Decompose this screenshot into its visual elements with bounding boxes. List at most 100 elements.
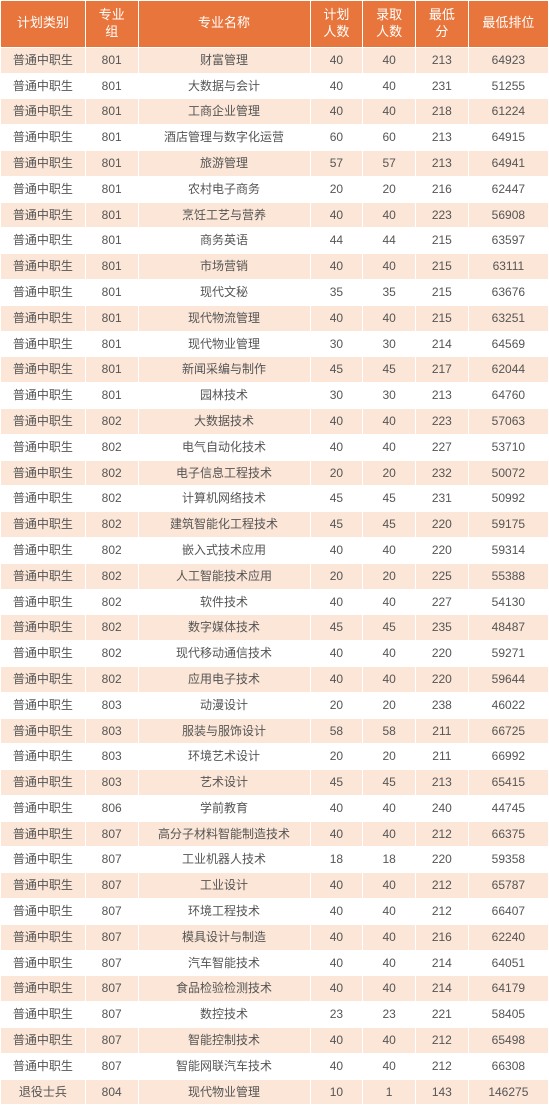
cell-admit: 20 (363, 460, 416, 486)
cell-admit: 40 (363, 795, 416, 821)
cell-category: 普通中职生 (1, 460, 86, 486)
cell-group: 802 (85, 460, 138, 486)
cell-name: 环境工程技术 (138, 899, 310, 925)
cell-name: 烹饪工艺与营养 (138, 202, 310, 228)
cell-rank: 55388 (468, 563, 548, 589)
cell-plan: 20 (310, 460, 363, 486)
cell-name: 财富管理 (138, 47, 310, 73)
cell-min: 220 (415, 847, 468, 873)
cell-min: 223 (415, 408, 468, 434)
cell-category: 普通中职生 (1, 176, 86, 202)
cell-group: 802 (85, 512, 138, 538)
cell-group: 801 (85, 254, 138, 280)
cell-group: 802 (85, 589, 138, 615)
cell-min: 223 (415, 202, 468, 228)
cell-admit: 20 (363, 563, 416, 589)
cell-plan: 45 (310, 770, 363, 796)
cell-category: 普通中职生 (1, 254, 86, 280)
cell-min: 213 (415, 47, 468, 73)
cell-admit: 40 (363, 950, 416, 976)
cell-plan: 30 (310, 383, 363, 409)
cell-group: 801 (85, 150, 138, 176)
table-row: 普通中职生801商务英语444421563597 (1, 228, 549, 254)
cell-plan: 40 (310, 950, 363, 976)
cell-category: 普通中职生 (1, 718, 86, 744)
cell-admit: 58 (363, 718, 416, 744)
cell-name: 嵌入式技术应用 (138, 537, 310, 563)
cell-name: 现代物业管理 (138, 331, 310, 357)
cell-group: 802 (85, 641, 138, 667)
col-header-min: 最低分 (415, 1, 468, 48)
cell-group: 802 (85, 666, 138, 692)
cell-plan: 30 (310, 331, 363, 357)
cell-name: 服装与服饰设计 (138, 718, 310, 744)
cell-name: 应用电子技术 (138, 666, 310, 692)
cell-category: 普通中职生 (1, 1053, 86, 1079)
cell-group: 803 (85, 770, 138, 796)
cell-rank: 59271 (468, 641, 548, 667)
cell-plan: 57 (310, 150, 363, 176)
table-row: 普通中职生801现代文秘353521563676 (1, 279, 549, 305)
cell-min: 212 (415, 873, 468, 899)
table-row: 普通中职生802电气自动化技术404022753710 (1, 434, 549, 460)
col-header-plan: 计划人数 (310, 1, 363, 48)
cell-plan: 20 (310, 563, 363, 589)
cell-category: 普通中职生 (1, 692, 86, 718)
table-row: 普通中职生807工业设计404021265787 (1, 873, 549, 899)
cell-min: 235 (415, 615, 468, 641)
cell-min: 213 (415, 383, 468, 409)
cell-name: 旅游管理 (138, 150, 310, 176)
cell-plan: 40 (310, 47, 363, 73)
table-row: 普通中职生802计算机网络技术454523150992 (1, 486, 549, 512)
cell-rank: 65498 (468, 1028, 548, 1054)
cell-category: 普通中职生 (1, 512, 86, 538)
cell-plan: 40 (310, 821, 363, 847)
cell-plan: 40 (310, 873, 363, 899)
cell-plan: 23 (310, 1002, 363, 1028)
cell-rank: 63676 (468, 279, 548, 305)
cell-admit: 40 (363, 666, 416, 692)
cell-plan: 60 (310, 125, 363, 151)
cell-admit: 40 (363, 202, 416, 228)
table-row: 普通中职生806学前教育404024044745 (1, 795, 549, 821)
table-row: 退役士兵804现代物业管理101143146275 (1, 1079, 549, 1105)
cell-min: 220 (415, 537, 468, 563)
cell-category: 普通中职生 (1, 847, 86, 873)
cell-plan: 44 (310, 228, 363, 254)
cell-name: 电子信息工程技术 (138, 460, 310, 486)
cell-min: 216 (415, 176, 468, 202)
table-row: 普通中职生801旅游管理575721364941 (1, 150, 549, 176)
cell-group: 802 (85, 615, 138, 641)
cell-category: 普通中职生 (1, 976, 86, 1002)
cell-group: 801 (85, 331, 138, 357)
table-row: 普通中职生801现代物流管理404021563251 (1, 305, 549, 331)
table-row: 普通中职生807高分子材料智能制造技术404021266375 (1, 821, 549, 847)
cell-name: 艺术设计 (138, 770, 310, 796)
cell-group: 806 (85, 795, 138, 821)
cell-min: 231 (415, 73, 468, 99)
cell-category: 普通中职生 (1, 279, 86, 305)
cell-category: 普通中职生 (1, 563, 86, 589)
cell-admit: 20 (363, 692, 416, 718)
cell-category: 普通中职生 (1, 615, 86, 641)
cell-admit: 40 (363, 47, 416, 73)
cell-group: 802 (85, 563, 138, 589)
cell-group: 804 (85, 1079, 138, 1105)
cell-group: 807 (85, 924, 138, 950)
cell-group: 807 (85, 873, 138, 899)
cell-name: 现代移动通信技术 (138, 641, 310, 667)
cell-rank: 51255 (468, 73, 548, 99)
cell-group: 801 (85, 99, 138, 125)
cell-group: 801 (85, 176, 138, 202)
cell-plan: 20 (310, 692, 363, 718)
cell-group: 807 (85, 950, 138, 976)
cell-rank: 62044 (468, 357, 548, 383)
cell-name: 数控技术 (138, 1002, 310, 1028)
cell-min: 220 (415, 641, 468, 667)
cell-category: 普通中职生 (1, 873, 86, 899)
cell-rank: 66308 (468, 1053, 548, 1079)
cell-admit: 30 (363, 383, 416, 409)
cell-name: 高分子材料智能制造技术 (138, 821, 310, 847)
table-row: 普通中职生801大数据与会计404023151255 (1, 73, 549, 99)
cell-name: 工业设计 (138, 873, 310, 899)
